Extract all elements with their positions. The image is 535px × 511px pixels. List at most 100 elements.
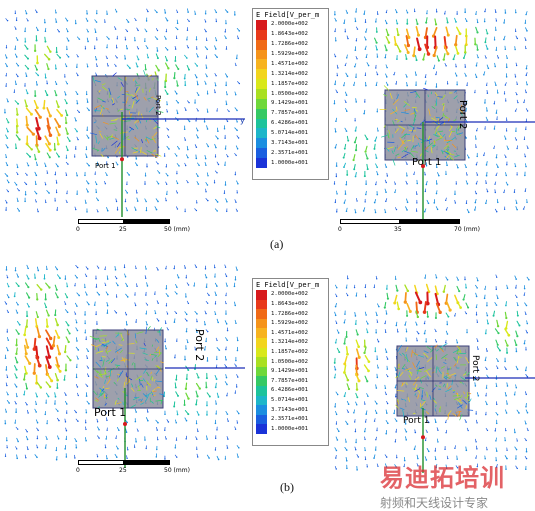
- scale-tick-0: 0: [76, 467, 80, 474]
- field-plot-a-left: [0, 2, 248, 220]
- legend-swatch: [256, 424, 267, 434]
- legend-value: 1.5929e+002: [271, 51, 308, 58]
- legend-value: 1.4571e+002: [271, 330, 308, 337]
- watermark-logo: 易迪拓培训 射频和天线设计专家: [380, 458, 530, 508]
- scale-tick-0: 0: [338, 226, 342, 233]
- legend-value: 1.0500e+002: [271, 91, 308, 98]
- legend-swatch: [256, 309, 267, 319]
- legend-value: 2.3571e+001: [271, 416, 308, 423]
- antenna-patch: [396, 344, 474, 421]
- legend-swatch: [256, 357, 267, 367]
- legend-swatch: [256, 128, 267, 138]
- legend-swatch: [256, 109, 267, 119]
- legend-swatch: [256, 69, 267, 79]
- legend-swatch: [256, 158, 267, 168]
- legend-swatch: [256, 59, 267, 69]
- scale-bar-a-left: 0 25 50 (mm): [78, 219, 238, 237]
- legend-swatch: [256, 396, 267, 406]
- legend-swatch: [256, 99, 267, 109]
- legend-swatch: [256, 20, 267, 30]
- legend-colorbar-a: [256, 20, 267, 168]
- legend-swatch: [256, 89, 267, 99]
- port1-label-a-left: Port 1: [95, 162, 116, 170]
- antenna-patch: [90, 70, 163, 158]
- watermark-line2: 射频和天线设计专家: [380, 494, 530, 511]
- vector-field-b-left: [0, 258, 248, 468]
- legend-swatch: [256, 405, 267, 415]
- legend-value: 9.1429e+001: [271, 368, 308, 375]
- scale-bar-b-left: 0 25 50 (mm): [78, 460, 238, 478]
- legend-value: 1.3214e+002: [271, 339, 308, 346]
- port1-label-a-right: Port 1: [412, 157, 441, 168]
- legend-value: 1.7286e+002: [271, 311, 308, 318]
- legend-value: 1.0000e+001: [271, 426, 308, 433]
- legend-value: 6.4286e+001: [271, 120, 308, 127]
- legend-value: 1.0500e+002: [271, 359, 308, 366]
- vector-field-a-right: [330, 2, 535, 220]
- legend-swatch: [256, 40, 267, 50]
- scale-tick-1: 25: [119, 467, 127, 474]
- legend-swatch: [256, 367, 267, 377]
- watermark-line1: 易迪拓培训: [380, 458, 530, 493]
- legend-value: 2.0000e+002: [271, 21, 308, 28]
- legend-colorbar-b: [256, 290, 267, 434]
- legend-swatch: [256, 119, 267, 129]
- port2-label-a-right: Port 2: [457, 100, 468, 129]
- caption-a: (a): [270, 237, 283, 252]
- antenna-patch: [90, 326, 164, 408]
- vector-field-a-left: [0, 2, 248, 220]
- scale-tick-0: 0: [76, 226, 80, 233]
- legend-value: 5.0714e+001: [271, 130, 308, 137]
- legend-swatch: [256, 328, 267, 338]
- legend-value: 1.3214e+002: [271, 71, 308, 78]
- legend-swatch: [256, 79, 267, 89]
- axis-y-label-a-left: y: [240, 116, 245, 125]
- scale-tick-1: 25: [119, 226, 127, 233]
- legend-swatch: [256, 290, 267, 300]
- legend-swatch: [256, 415, 267, 425]
- color-legend-a: E Field[V_per_m 2.0000e+002 1.8643e+002 1.…: [252, 8, 329, 180]
- legend-title-b: E Field[V_per_m: [253, 279, 328, 290]
- legend-swatch: [256, 319, 267, 329]
- legend-swatch: [256, 148, 267, 158]
- legend-value: 9.1429e+001: [271, 100, 308, 107]
- port2-label-a-left: Port 2: [154, 95, 162, 116]
- legend-swatch: [256, 300, 267, 310]
- field-plot-b-right: [330, 268, 535, 478]
- legend-swatch: [256, 30, 267, 40]
- legend-body-a: 2.0000e+002 1.8643e+002 1.7286e+002 1.5929e…: [253, 20, 328, 170]
- field-plot-a-right: [330, 2, 535, 220]
- color-legend-b: E Field[V_per_m 2.0000e+002 1.8643e+002 1.…: [252, 278, 329, 446]
- legend-value: 3.7143e+001: [271, 140, 308, 147]
- legend-value: 1.4571e+002: [271, 61, 308, 68]
- legend-swatch: [256, 338, 267, 348]
- legend-value: 7.7857e+001: [271, 110, 308, 117]
- port1-label-b-left: Port 1: [94, 406, 126, 419]
- field-plot-b-left: [0, 258, 248, 468]
- legend-swatch: [256, 386, 267, 396]
- legend-value: 1.8643e+002: [271, 31, 308, 38]
- legend-value: 1.7286e+002: [271, 41, 308, 48]
- scale-tick-1: 35: [394, 226, 402, 233]
- port2-label-b-left: Port 2: [193, 329, 206, 361]
- scale-tick-2: 50 (mm): [164, 467, 190, 474]
- legend-value: 3.7143e+001: [271, 407, 308, 414]
- caption-b: (b): [280, 480, 294, 495]
- scale-tick-2: 70 (mm): [454, 226, 480, 233]
- legend-swatch: [256, 50, 267, 60]
- legend-value: 1.8643e+002: [271, 301, 308, 308]
- legend-title-a: E Field[V_per_m: [253, 9, 328, 20]
- legend-swatch: [256, 138, 267, 148]
- legend-value: 2.3571e+001: [271, 150, 308, 157]
- legend-value: 1.1857e+002: [271, 81, 308, 88]
- scale-bar-a-right: 0 35 70 (mm): [340, 219, 490, 237]
- legend-value: 6.4286e+001: [271, 387, 308, 394]
- legend-swatch: [256, 348, 267, 358]
- legend-value: 1.1857e+002: [271, 349, 308, 356]
- vector-field-b-right: [330, 268, 535, 478]
- scale-tick-2: 50 (mm): [164, 226, 190, 233]
- port2-label-b-right: Port 2: [470, 355, 480, 381]
- legend-value: 2.0000e+002: [271, 291, 308, 298]
- legend-swatch: [256, 376, 267, 386]
